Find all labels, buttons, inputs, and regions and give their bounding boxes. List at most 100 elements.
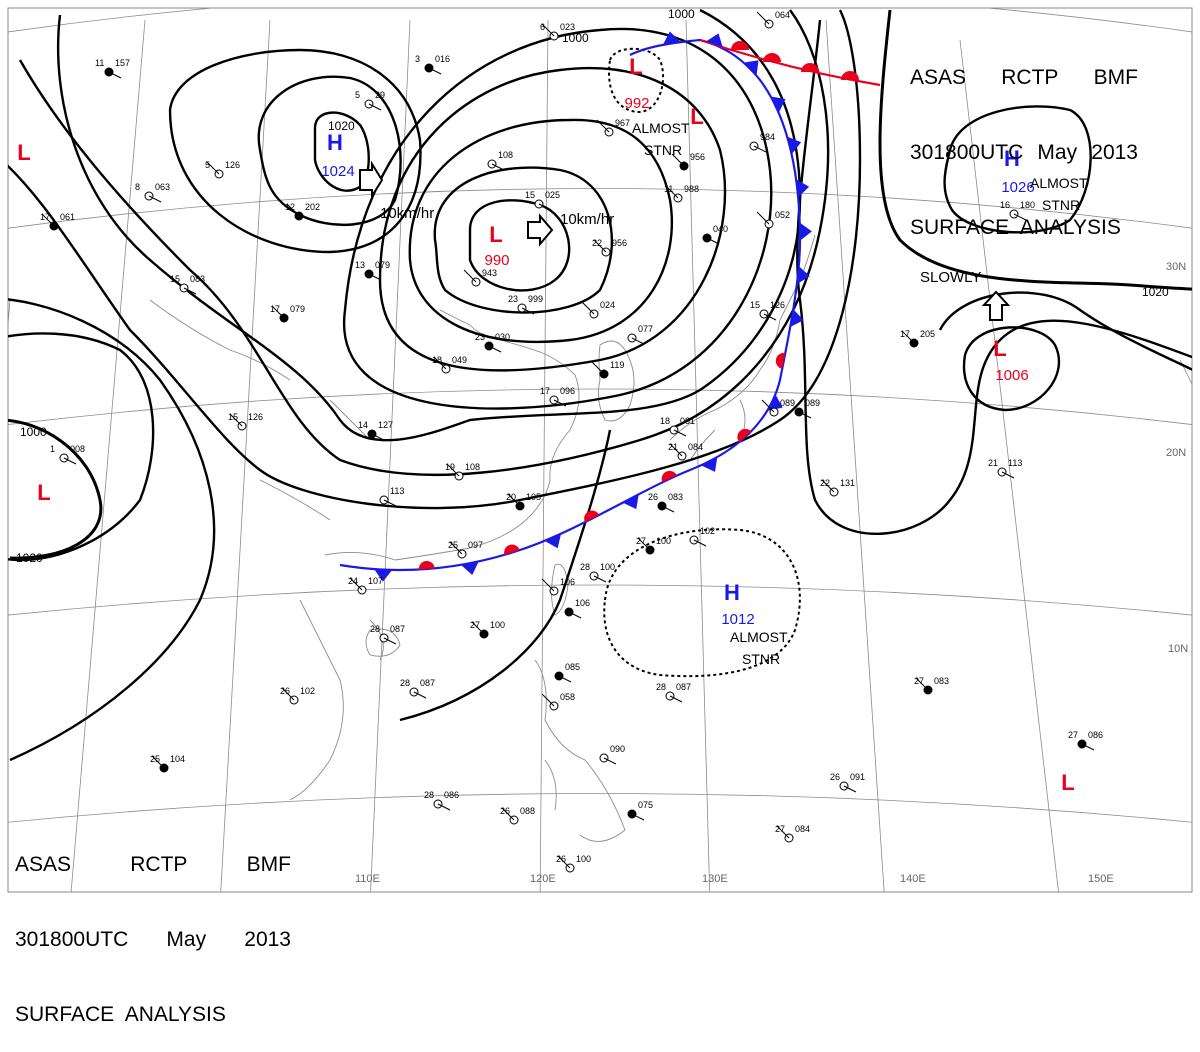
isobar-label: 1020 — [1142, 285, 1169, 299]
stationary-label: ALMOST — [632, 120, 690, 136]
movement-label: 10km/hr — [380, 205, 434, 222]
station-plot: 077 — [627, 324, 653, 345]
pressure-center-letter: H — [327, 130, 343, 155]
stationary-front — [339, 31, 881, 582]
isobar-line — [342, 27, 773, 410]
station-pressure: 205 — [920, 329, 935, 339]
station-temp: 6 — [540, 22, 545, 32]
wind-barb-icon — [661, 505, 675, 513]
pressure-center-letter: L — [690, 104, 703, 129]
station-temp: 17 — [540, 386, 550, 396]
isobar-label: 1020 — [328, 119, 355, 133]
station-pressure: 108 — [498, 150, 513, 160]
wind-barb-icon — [669, 443, 683, 457]
title-region: BMF — [1093, 66, 1138, 89]
wind-barb-icon — [558, 675, 572, 683]
station-temp: 23 — [475, 332, 485, 342]
isobar-line — [18, 9, 830, 477]
longitude-line — [1179, 359, 1192, 385]
station-temp: 13 — [355, 260, 365, 270]
station-plot: 20 105 — [506, 492, 541, 511]
station-pressure: 202 — [305, 202, 320, 212]
isobar-line — [257, 75, 402, 226]
station-pressure: 064 — [775, 10, 790, 20]
cold-front-triangle-icon — [622, 494, 639, 510]
station-pressure: 131 — [840, 478, 855, 488]
station-plot: 1 008 — [50, 444, 85, 465]
wind-barb-icon — [756, 211, 770, 225]
cold-front-triangle-icon — [799, 222, 812, 241]
latitude-line — [8, 8, 1192, 33]
longitude-label: 130E — [702, 873, 728, 885]
station-pressure: 102 — [300, 686, 315, 696]
station-pressure: 967 — [615, 118, 630, 128]
wind-barb-icon — [383, 637, 397, 645]
station-plot: 052 — [756, 210, 790, 229]
wind-barb-icon — [271, 305, 285, 319]
title-code: RCTP — [1001, 66, 1059, 89]
station-pressure: 077 — [638, 324, 653, 334]
wind-barb-icon — [286, 203, 300, 217]
station-plot: 11 988 — [664, 184, 699, 203]
station-temp: 21 — [988, 458, 998, 468]
cold-front-triangle-icon — [787, 136, 802, 155]
chart-title-bottom: ASAS RCTP BMF 301800UTC May 2013 SURFACE… — [15, 802, 291, 1052]
isobar-line — [168, 48, 422, 254]
station-temp: 28 — [370, 624, 380, 634]
station-pressure: 030 — [495, 332, 510, 342]
wind-barb-icon — [368, 273, 382, 281]
station-pressure: 105 — [526, 492, 541, 502]
low-pressure-icon: L 1006 — [993, 336, 1028, 384]
wind-barb-icon — [281, 687, 295, 701]
station-temp: 26 — [556, 854, 566, 864]
low-pressure-icon: L 992 — [624, 54, 649, 112]
station-plot: 15 126 — [750, 300, 785, 321]
warm-front-semicircle-icon — [775, 352, 786, 369]
isobar-label: 1000 — [20, 425, 47, 439]
station-plot: 27 083 — [914, 676, 949, 695]
wind-barb-icon — [761, 399, 775, 413]
dashed-isobar — [608, 47, 665, 114]
dashed-isobar — [603, 528, 801, 678]
warm-front-semicircle-icon — [841, 71, 859, 80]
wind-barb-icon — [108, 71, 122, 79]
wind-barb-icon — [428, 67, 442, 75]
wind-barb-icon — [568, 611, 582, 619]
station-pressure: 106 — [560, 577, 575, 587]
pressure-center-value: 1024 — [321, 163, 354, 180]
warm-front-semicircle-icon — [737, 428, 752, 443]
station-pressure: 100 — [576, 854, 591, 864]
high-pressure-icon: H 1024 — [321, 130, 354, 180]
station-plot: 26 088 — [500, 806, 535, 825]
station-pressure: 088 — [520, 806, 535, 816]
wind-barb-icon — [371, 433, 385, 441]
longitude-line — [825, 19, 885, 892]
title-line-1: ASAS RCTP BMF — [910, 65, 1138, 90]
latitude-line — [8, 188, 1192, 229]
station-plot: 26 083 — [648, 492, 683, 513]
title-time: 301800UTC — [910, 141, 1024, 164]
wind-barb-icon — [488, 345, 502, 353]
cold-front-triangle-icon — [770, 96, 786, 113]
high-pressure-icon: H 1026 — [1001, 146, 1034, 196]
station-pressure: 084 — [795, 824, 810, 834]
wind-barb-icon — [151, 755, 165, 769]
station-temp: 18 — [432, 355, 442, 365]
pressure-center-value: 992 — [624, 95, 649, 112]
station-pressure: 058 — [560, 692, 575, 702]
station-temp: 14 — [358, 420, 368, 430]
wind-barb-icon — [148, 195, 162, 203]
station-pressure: 108 — [465, 462, 480, 472]
warm-front-semicircle-icon — [661, 470, 677, 483]
low-pressure-icon: L 990 — [484, 222, 509, 269]
wind-barb-icon — [901, 330, 915, 344]
station-plot: 6 023 — [540, 22, 575, 41]
warm-front-semicircle-icon — [418, 561, 435, 570]
title-time: 301800UTC — [15, 928, 129, 951]
station-temp: 8 — [135, 182, 140, 192]
station-plot: 12 202 — [285, 202, 320, 221]
pressure-center-letter: L — [489, 222, 502, 247]
station-plot: 27 086 — [1068, 730, 1103, 751]
wind-barb-icon — [763, 313, 777, 321]
title-region: BMF — [246, 853, 291, 876]
